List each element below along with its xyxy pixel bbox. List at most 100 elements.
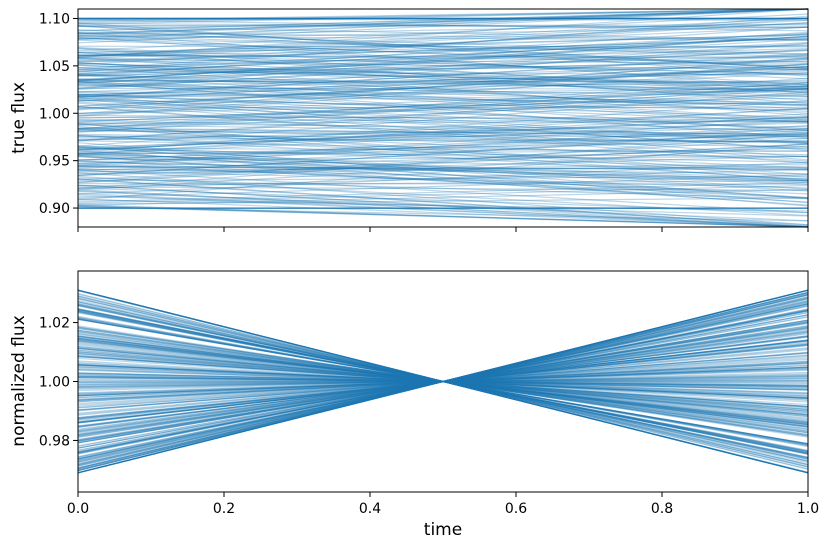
series-line bbox=[77, 340, 809, 423]
series-line bbox=[77, 58, 809, 80]
series-line bbox=[77, 363, 809, 400]
series-line bbox=[77, 309, 809, 454]
series-line bbox=[77, 36, 809, 75]
series-line bbox=[77, 363, 809, 400]
series-line bbox=[77, 120, 809, 156]
series-line bbox=[77, 303, 809, 460]
series-line bbox=[77, 347, 809, 416]
series-line bbox=[77, 8, 809, 37]
series-line bbox=[77, 17, 809, 57]
series-line bbox=[77, 93, 809, 123]
series-line bbox=[77, 74, 809, 93]
series-line bbox=[77, 350, 809, 413]
series-line bbox=[77, 360, 809, 403]
series-line bbox=[77, 291, 809, 472]
y-tick-label: 1.02 bbox=[39, 316, 70, 332]
series-line bbox=[77, 165, 809, 171]
series-line bbox=[77, 303, 809, 460]
series-line bbox=[77, 360, 809, 403]
series-line bbox=[77, 133, 809, 190]
series-line bbox=[77, 21, 809, 66]
series-line bbox=[77, 289, 809, 474]
series-line bbox=[77, 339, 809, 424]
series-line bbox=[77, 352, 809, 411]
series-line bbox=[77, 327, 809, 436]
series-line bbox=[77, 374, 809, 389]
series-line bbox=[77, 352, 809, 411]
series-line bbox=[77, 52, 809, 76]
series-line bbox=[77, 45, 809, 53]
series-line bbox=[77, 145, 809, 190]
series-line bbox=[77, 362, 809, 401]
series-line bbox=[77, 356, 809, 407]
series-line bbox=[77, 340, 809, 423]
series-line bbox=[77, 26, 809, 41]
y-tick-label: 0.90 bbox=[39, 201, 70, 217]
series-line bbox=[77, 99, 809, 134]
series-line bbox=[77, 289, 809, 474]
series-line bbox=[77, 380, 809, 383]
series-line bbox=[77, 8, 809, 35]
series-line bbox=[77, 349, 809, 414]
series-line bbox=[77, 80, 809, 83]
series-line bbox=[77, 301, 809, 462]
series-line bbox=[77, 368, 809, 395]
series-line bbox=[77, 32, 809, 72]
series-line bbox=[77, 293, 809, 470]
series-line bbox=[77, 327, 809, 436]
series-line bbox=[77, 355, 809, 408]
series-line bbox=[77, 88, 809, 114]
series-line bbox=[77, 329, 809, 434]
series-line bbox=[77, 329, 809, 434]
series-line bbox=[77, 68, 809, 86]
series-line bbox=[77, 177, 809, 200]
series-line bbox=[77, 341, 809, 422]
series-line bbox=[77, 37, 809, 71]
series-line bbox=[77, 305, 809, 458]
series-line bbox=[77, 192, 809, 228]
series-line bbox=[77, 325, 809, 438]
series-line bbox=[77, 331, 809, 432]
series-line bbox=[77, 289, 809, 474]
series-line bbox=[77, 33, 809, 90]
series-line bbox=[77, 81, 809, 139]
series-line bbox=[77, 127, 809, 138]
series-line bbox=[77, 97, 809, 130]
series-line bbox=[77, 300, 809, 463]
series-line bbox=[77, 294, 809, 469]
series-line bbox=[77, 139, 809, 156]
series-line bbox=[77, 351, 809, 412]
series-line bbox=[77, 47, 809, 69]
series-line bbox=[77, 376, 809, 387]
series-line bbox=[77, 70, 809, 96]
series-line bbox=[77, 94, 809, 106]
series-line bbox=[77, 45, 809, 48]
series-line bbox=[77, 379, 809, 384]
series-line bbox=[77, 362, 809, 401]
series-line bbox=[77, 316, 809, 447]
series-line bbox=[77, 85, 809, 130]
series-line bbox=[77, 100, 809, 119]
series-line bbox=[77, 352, 809, 411]
series-line bbox=[77, 310, 809, 453]
series-line bbox=[77, 343, 809, 420]
series-line bbox=[77, 79, 809, 96]
series-line bbox=[77, 15, 809, 73]
series-line bbox=[77, 289, 809, 474]
series-line bbox=[77, 145, 809, 191]
series-line bbox=[77, 347, 809, 416]
bottom-x-axis-label: time bbox=[424, 520, 462, 540]
series-line bbox=[77, 22, 809, 58]
series-line bbox=[77, 351, 809, 412]
series-line bbox=[77, 336, 809, 427]
series-line bbox=[77, 297, 809, 466]
series-line bbox=[77, 296, 809, 467]
series-line bbox=[77, 36, 809, 86]
series-line bbox=[77, 101, 809, 150]
series-line bbox=[77, 137, 809, 142]
x-tick-label: 0.4 bbox=[359, 501, 381, 517]
series-line bbox=[77, 63, 809, 110]
series-line bbox=[77, 375, 809, 388]
series-line bbox=[77, 317, 809, 446]
series-line bbox=[77, 361, 809, 402]
